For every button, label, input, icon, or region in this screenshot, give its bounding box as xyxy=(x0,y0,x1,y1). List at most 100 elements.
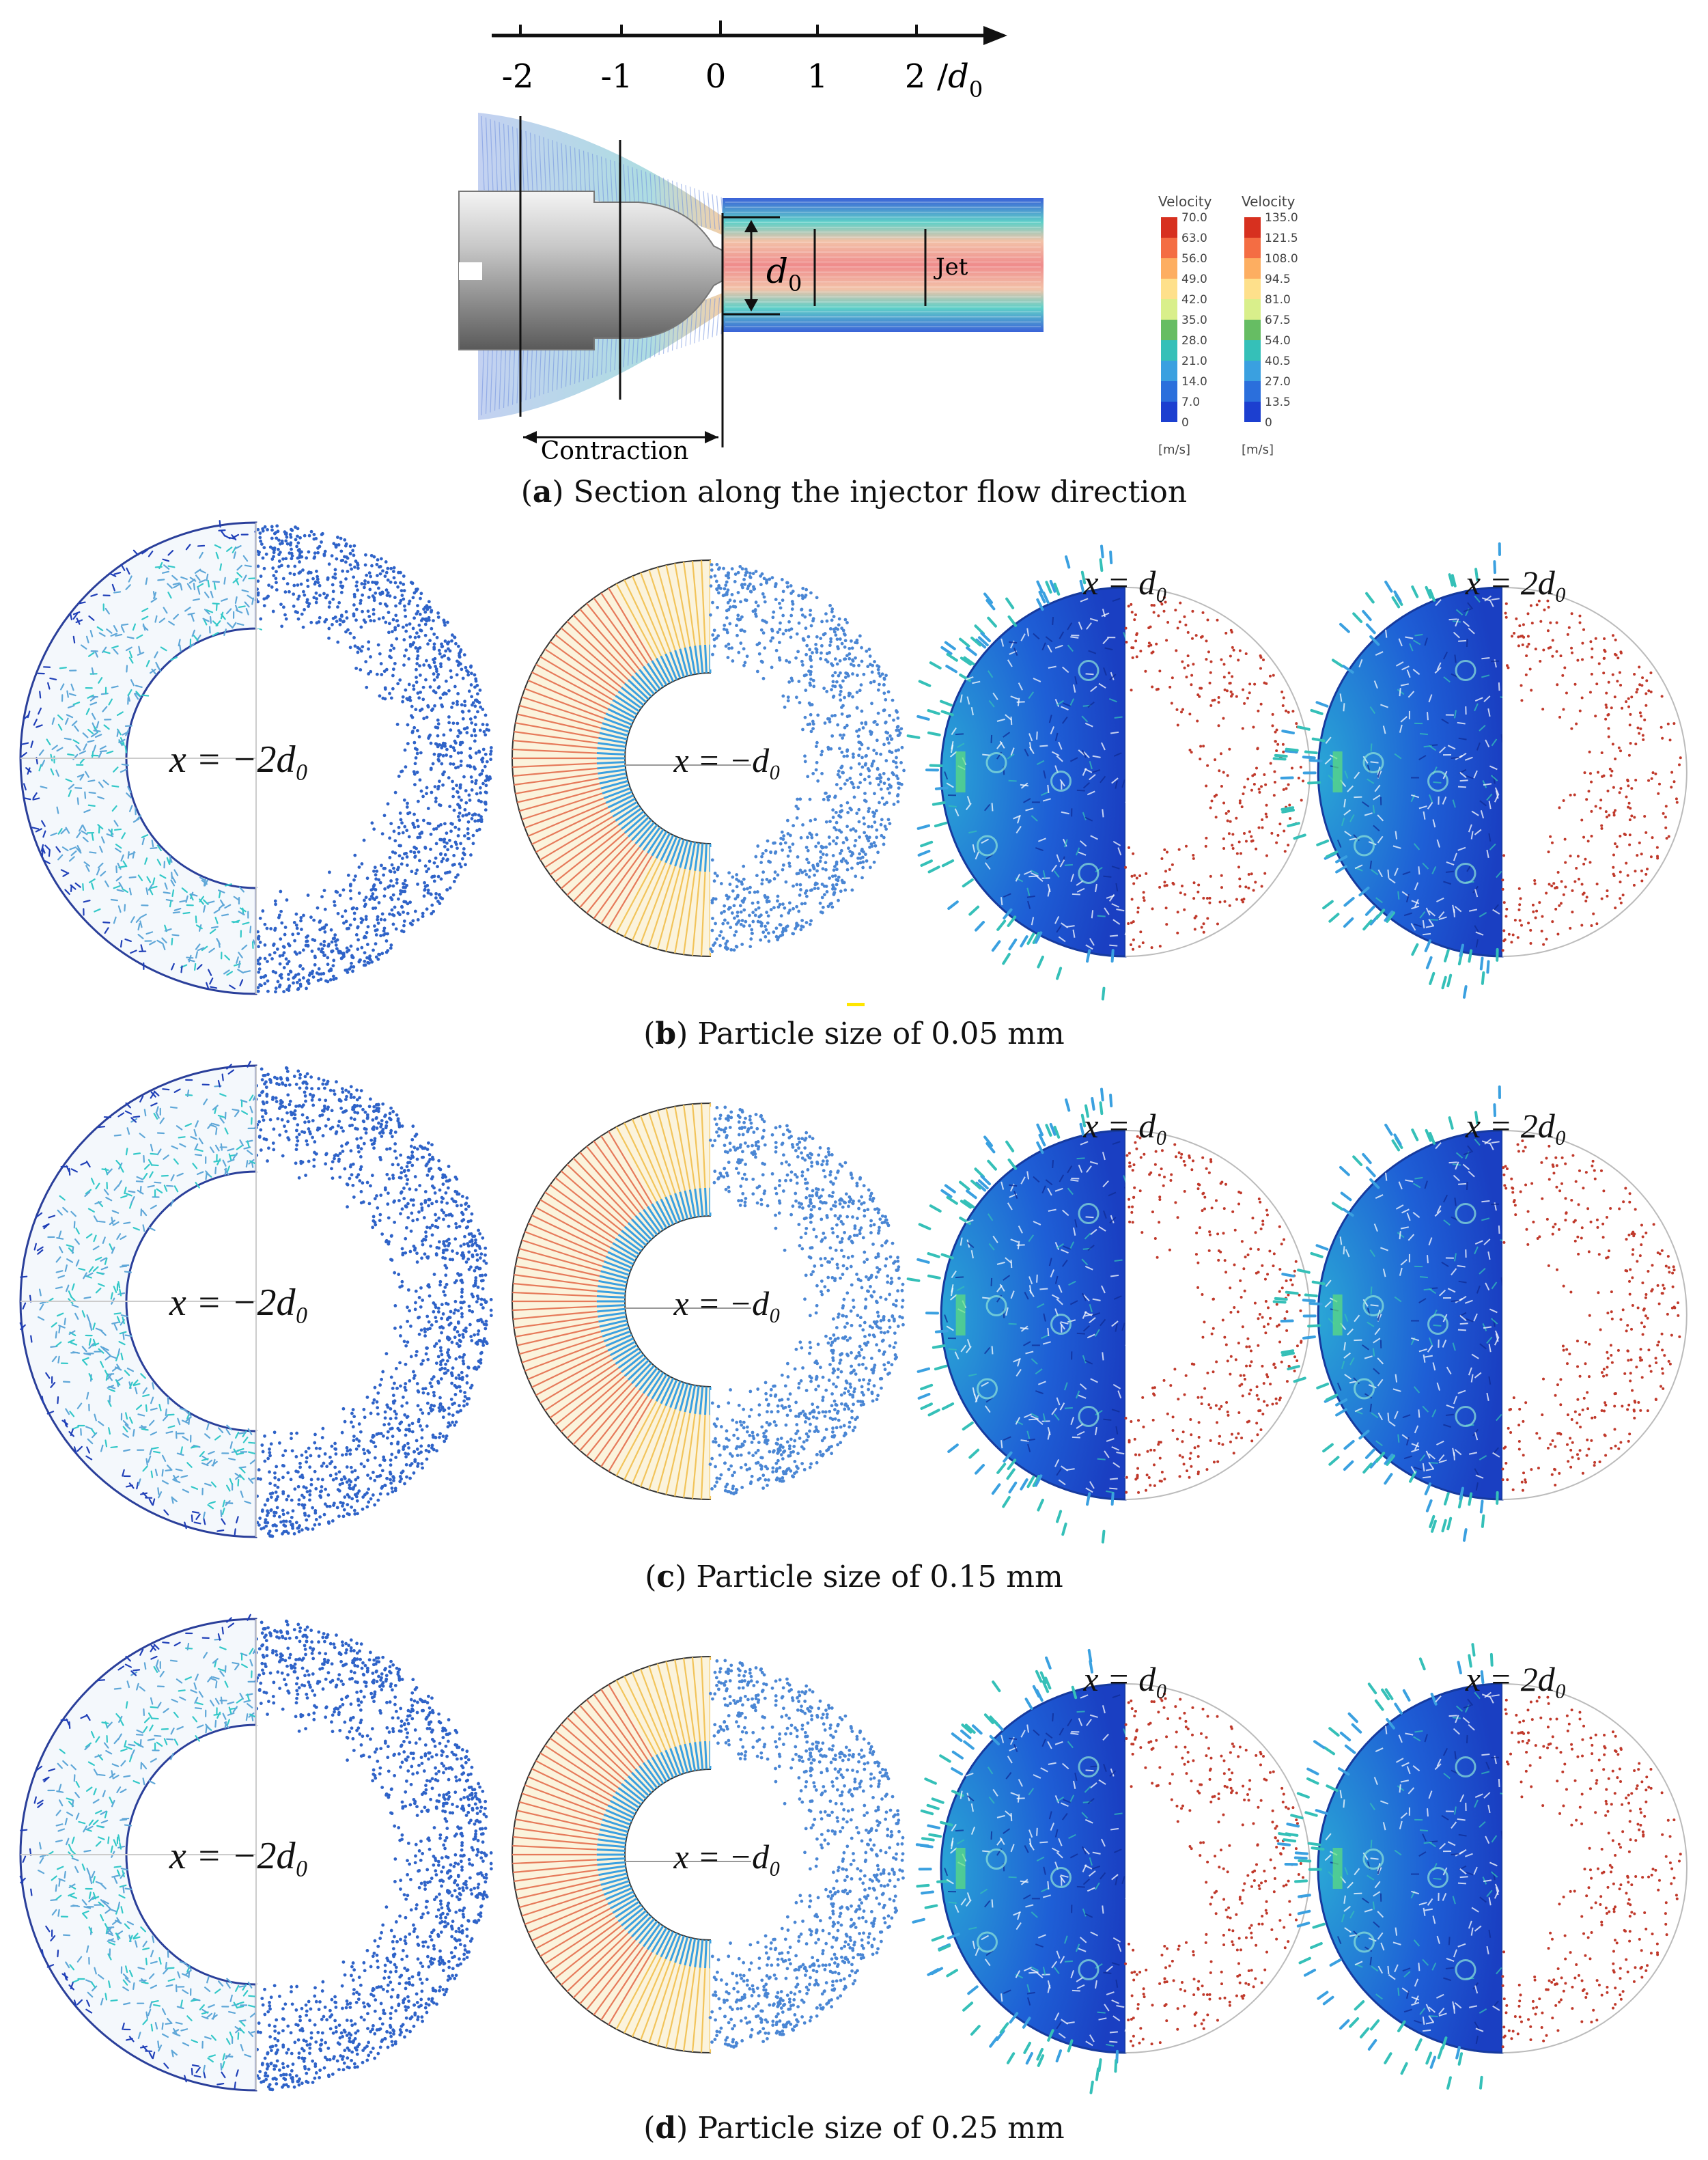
particle-dot xyxy=(1158,945,1162,948)
particle-dot xyxy=(870,762,874,766)
particle-dot xyxy=(1621,894,1625,897)
particle-dot xyxy=(848,646,852,650)
particle-dot xyxy=(1599,806,1602,809)
particle-dot xyxy=(369,894,374,898)
particle-dot xyxy=(830,714,834,718)
particle-dot xyxy=(401,700,404,704)
particle-dot xyxy=(882,743,886,747)
velocity-vector xyxy=(150,885,158,889)
particle-dot xyxy=(479,791,482,795)
particle-dot xyxy=(329,967,333,971)
particle-dot xyxy=(1612,814,1616,817)
velocity-vector xyxy=(238,1432,247,1435)
particle-dot xyxy=(837,875,841,879)
particle-dot xyxy=(1547,850,1550,854)
particle-dot xyxy=(829,639,832,643)
particle-dot xyxy=(285,542,290,546)
particle-dot xyxy=(1504,915,1508,918)
particle-dot xyxy=(787,845,792,849)
radial-vector xyxy=(694,646,700,674)
velocity-vector xyxy=(191,629,195,637)
velocity-vector xyxy=(94,734,102,738)
velocity-vector xyxy=(97,1126,106,1129)
particle-dot xyxy=(418,612,422,616)
particle-dot xyxy=(815,862,820,866)
legend-tick-label: 94.5 xyxy=(1265,273,1291,286)
velocity-vector xyxy=(55,1331,57,1339)
velocity-vector xyxy=(115,633,123,637)
particle-dot xyxy=(339,1478,344,1482)
particle-dot xyxy=(1254,881,1257,884)
particle-dot xyxy=(845,754,849,758)
velocity-vector xyxy=(1109,944,1118,947)
particle-dot xyxy=(1594,805,1597,808)
particle-dot xyxy=(391,630,394,634)
particle-dot xyxy=(770,576,774,580)
velocity-vector xyxy=(42,830,46,838)
velocity-vector xyxy=(1000,897,1003,906)
particle-dot xyxy=(317,947,321,951)
velocity-vector xyxy=(116,729,120,737)
particle-dot xyxy=(760,878,764,882)
particle-dot xyxy=(277,913,281,917)
particle-dot xyxy=(849,766,853,770)
velocity-vector xyxy=(87,804,96,807)
particle-dot xyxy=(402,589,406,593)
particle-dot xyxy=(1627,801,1631,805)
particle-dot xyxy=(794,804,798,808)
particle-dot xyxy=(369,655,372,659)
particle-dot xyxy=(392,646,396,650)
particle-dot xyxy=(717,584,721,587)
particle-dot xyxy=(1196,693,1200,697)
particle-dot xyxy=(432,861,436,865)
particle-dot xyxy=(415,667,418,671)
particle-dot xyxy=(855,706,859,710)
particle-dot xyxy=(759,913,763,917)
particle-dot xyxy=(730,592,734,596)
velocity-vector xyxy=(245,608,249,615)
particle-dot xyxy=(820,772,824,775)
particle-dot xyxy=(840,712,844,716)
particle-dot xyxy=(403,748,407,752)
particle-dot xyxy=(1555,885,1558,889)
particle-dot xyxy=(1275,841,1278,844)
particle-dot xyxy=(325,594,329,597)
velocity-vector xyxy=(88,878,96,883)
particle-dot xyxy=(481,747,486,751)
particle-dot xyxy=(1642,738,1645,741)
particle-dot xyxy=(412,812,416,816)
particle-dot xyxy=(296,597,300,601)
particle-dot xyxy=(848,656,852,661)
particle-dot xyxy=(403,852,406,856)
particle-dot xyxy=(449,676,453,679)
particle-dot xyxy=(393,839,397,843)
particle-dot xyxy=(439,662,443,666)
particle-dot xyxy=(854,874,858,878)
particle-dot xyxy=(256,527,260,531)
velocity-vector xyxy=(188,579,196,584)
legend-color-swatch xyxy=(1161,258,1177,279)
velocity-vector xyxy=(154,1181,162,1184)
particle-dot xyxy=(406,742,410,745)
particle-dot xyxy=(1246,697,1249,700)
particle-dot xyxy=(429,767,433,771)
velocity-vector xyxy=(85,635,89,643)
particle-dot xyxy=(796,855,800,859)
particle-dot xyxy=(1580,696,1584,700)
particle-dot xyxy=(804,652,809,656)
particle-dot xyxy=(1206,764,1209,767)
velocity-vector xyxy=(76,831,81,839)
particle-dot xyxy=(1661,736,1664,740)
particle-dot xyxy=(442,733,446,737)
velocity-vector xyxy=(172,911,180,914)
particle-dot xyxy=(344,968,348,972)
particle-dot xyxy=(800,608,803,612)
particle-dot xyxy=(825,619,829,623)
particle-dot xyxy=(443,853,447,857)
particle-dot xyxy=(1638,732,1641,735)
particle-dot xyxy=(374,877,378,881)
velocity-vector xyxy=(152,1450,161,1454)
particle-dot xyxy=(391,674,395,678)
particle-dot xyxy=(259,574,263,578)
particle-dot xyxy=(285,898,289,902)
